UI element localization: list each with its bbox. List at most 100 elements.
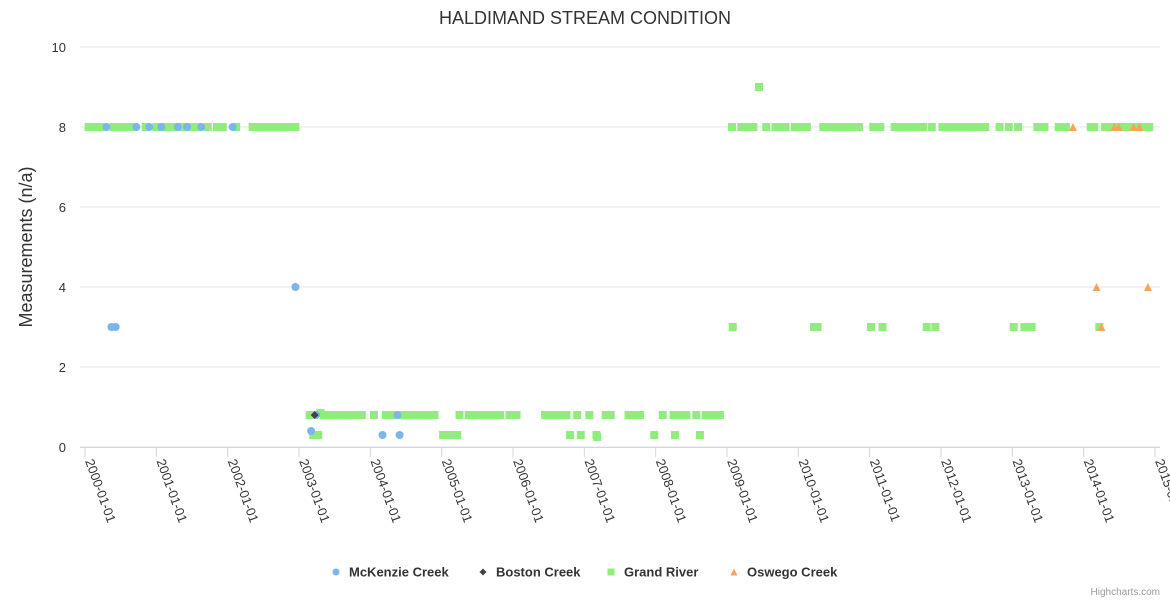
point-mckenzie-creek[interactable]	[132, 123, 141, 131]
point-grand-river[interactable]	[382, 411, 391, 419]
point-grand-river[interactable]	[424, 411, 433, 419]
point-grand-river[interactable]	[486, 411, 495, 419]
point-grand-river[interactable]	[1054, 123, 1063, 131]
point-grand-river[interactable]	[840, 123, 849, 131]
point-grand-river[interactable]	[635, 411, 644, 419]
credits-text[interactable]: Highcharts.com	[1091, 587, 1160, 598]
point-grand-river[interactable]	[676, 411, 685, 419]
point-grand-river[interactable]	[127, 123, 136, 131]
point-grand-river[interactable]	[601, 411, 610, 419]
point-grand-river[interactable]	[669, 411, 678, 419]
point-grand-river[interactable]	[797, 123, 806, 131]
point-grand-river[interactable]	[403, 411, 412, 419]
point-grand-river[interactable]	[670, 431, 679, 439]
point-grand-river[interactable]	[562, 411, 571, 419]
point-grand-river[interactable]	[897, 123, 906, 131]
point-grand-river[interactable]	[573, 411, 582, 419]
point-mckenzie-creek[interactable]	[157, 123, 166, 131]
point-grand-river[interactable]	[974, 123, 983, 131]
point-mckenzie-creek[interactable]	[173, 123, 182, 131]
point-mckenzie-creek[interactable]	[197, 123, 206, 131]
point-grand-river[interactable]	[682, 411, 691, 419]
point-grand-river[interactable]	[319, 411, 328, 419]
point-grand-river[interactable]	[1014, 123, 1023, 131]
point-grand-river[interactable]	[707, 411, 716, 419]
point-grand-river[interactable]	[847, 123, 856, 131]
point-mckenzie-creek[interactable]	[307, 427, 316, 435]
point-grand-river[interactable]	[876, 123, 885, 131]
point-grand-river[interactable]	[357, 411, 366, 419]
point-grand-river[interactable]	[369, 411, 378, 419]
point-grand-river[interactable]	[346, 411, 355, 419]
point-grand-river[interactable]	[398, 411, 407, 419]
point-grand-river[interactable]	[995, 123, 1004, 131]
point-grand-river[interactable]	[826, 123, 835, 131]
point-grand-river[interactable]	[869, 123, 878, 131]
point-grand-river[interactable]	[904, 123, 913, 131]
point-grand-river[interactable]	[324, 411, 333, 419]
point-grand-river[interactable]	[282, 123, 291, 131]
point-grand-river[interactable]	[430, 411, 439, 419]
point-oswego-creek[interactable]	[1129, 123, 1138, 131]
point-grand-river[interactable]	[455, 411, 464, 419]
point-mckenzie-creek[interactable]	[291, 283, 300, 291]
point-grand-river[interactable]	[505, 411, 514, 419]
point-grand-river[interactable]	[248, 123, 257, 131]
point-grand-river[interactable]	[272, 123, 281, 131]
point-grand-river[interactable]	[854, 123, 863, 131]
point-mckenzie-creek[interactable]	[102, 123, 111, 131]
point-grand-river[interactable]	[309, 431, 318, 439]
point-grand-river[interactable]	[188, 123, 196, 131]
point-grand-river[interactable]	[203, 123, 212, 131]
point-grand-river[interactable]	[922, 323, 931, 331]
point-grand-river[interactable]	[439, 431, 448, 439]
legend-item-boston-creek[interactable]: Boston Creek	[479, 565, 582, 580]
point-grand-river[interactable]	[771, 123, 780, 131]
legend-item-grand-river[interactable]: Grand River	[607, 565, 699, 580]
point-grand-river[interactable]	[776, 123, 785, 131]
point-oswego-creek[interactable]	[1097, 323, 1106, 331]
point-grand-river[interactable]	[742, 123, 751, 131]
point-grand-river[interactable]	[938, 123, 947, 131]
point-mckenzie-creek[interactable]	[145, 123, 154, 131]
point-grand-river[interactable]	[813, 323, 822, 331]
point-grand-river[interactable]	[606, 411, 615, 419]
point-grand-river[interactable]	[1027, 323, 1036, 331]
point-grand-river[interactable]	[715, 411, 724, 419]
point-grand-river[interactable]	[890, 123, 899, 131]
point-grand-river[interactable]	[480, 411, 489, 419]
point-grand-river[interactable]	[650, 431, 659, 439]
legend-item-mckenzie-creek[interactable]: McKenzie Creek	[332, 565, 450, 580]
point-grand-river[interactable]	[966, 123, 975, 131]
point-grand-river[interactable]	[553, 411, 562, 419]
point-grand-river[interactable]	[819, 123, 828, 131]
point-mckenzie-creek[interactable]	[395, 431, 404, 439]
point-mckenzie-creek[interactable]	[111, 323, 120, 331]
point-grand-river[interactable]	[352, 411, 361, 419]
point-oswego-creek[interactable]	[1068, 123, 1077, 131]
legend-item-oswego-creek[interactable]: Oswego Creek	[730, 565, 839, 580]
point-grand-river[interactable]	[314, 431, 323, 439]
point-grand-river[interactable]	[658, 411, 667, 419]
point-grand-river[interactable]	[1061, 123, 1070, 131]
point-grand-river[interactable]	[474, 411, 483, 419]
point-grand-river[interactable]	[1095, 323, 1104, 331]
point-grand-river[interactable]	[262, 123, 271, 131]
point-grand-river[interactable]	[1004, 123, 1013, 131]
point-grand-river[interactable]	[419, 411, 428, 419]
point-grand-river[interactable]	[585, 411, 594, 419]
point-grand-river[interactable]	[1020, 323, 1029, 331]
point-grand-river[interactable]	[701, 411, 710, 419]
point-grand-river[interactable]	[593, 433, 602, 441]
point-grand-river[interactable]	[218, 123, 227, 131]
point-grand-river[interactable]	[833, 123, 842, 131]
point-grand-river[interactable]	[781, 123, 790, 131]
point-mckenzie-creek[interactable]	[228, 123, 237, 131]
point-grand-river[interactable]	[330, 411, 339, 419]
point-grand-river[interactable]	[878, 323, 887, 331]
point-mckenzie-creek[interactable]	[393, 411, 402, 419]
point-grand-river[interactable]	[1101, 123, 1110, 131]
point-grand-river[interactable]	[267, 123, 276, 131]
point-grand-river[interactable]	[692, 411, 701, 419]
point-grand-river[interactable]	[912, 123, 921, 131]
